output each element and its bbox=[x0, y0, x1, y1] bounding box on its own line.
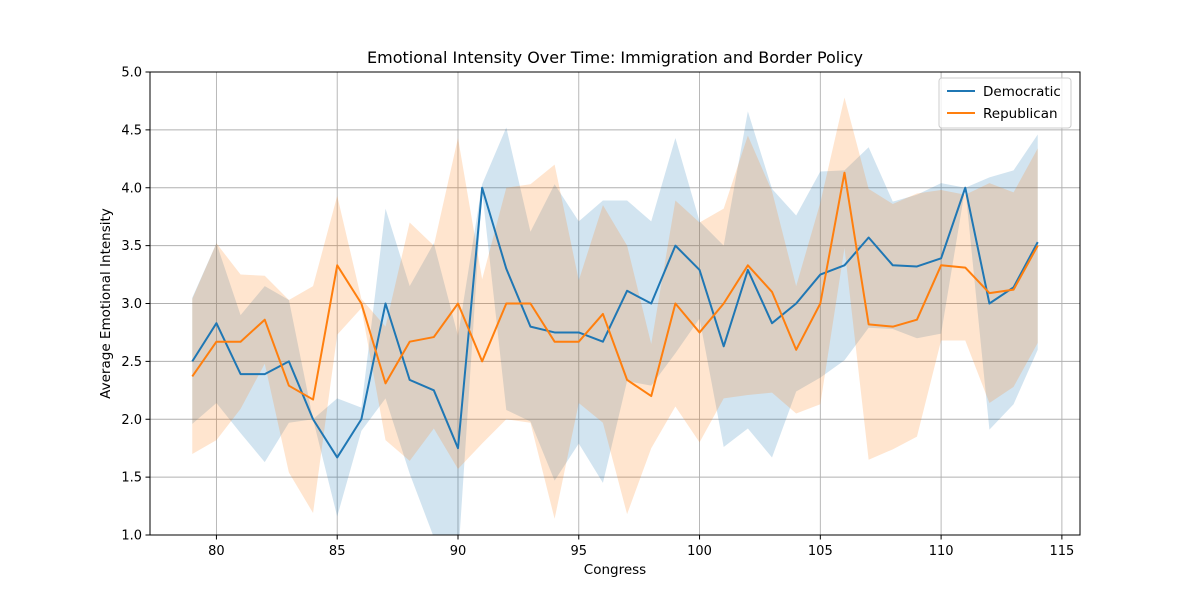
x-tick-label: 115 bbox=[1049, 544, 1074, 559]
series-line-democratic bbox=[191, 186, 1039, 459]
y-tick-label: 5.0 bbox=[121, 66, 142, 81]
y-tick-label: 2.5 bbox=[121, 355, 142, 370]
confidence-bands bbox=[192, 97, 1038, 535]
series-lines bbox=[191, 171, 1039, 459]
y-tick-label: 4.5 bbox=[121, 123, 142, 138]
y-tick-label: 1.0 bbox=[121, 529, 142, 544]
chart-title: Emotional Intensity Over Time: Immigrati… bbox=[367, 48, 863, 67]
axis-ticks: 80 85 90 95 100 105 110 115 1.0 1.5 2.0 2.5 3.0 3.5 4.… bbox=[121, 66, 1074, 560]
series-line-republican bbox=[191, 171, 1039, 401]
x-tick-label: 85 bbox=[329, 544, 346, 559]
x-tick-label: 105 bbox=[808, 544, 833, 559]
y-axis-label: Average Emotional Intensity bbox=[98, 208, 114, 399]
y-tick-label: 4.0 bbox=[121, 181, 142, 196]
legend-label-democratic: Democratic bbox=[983, 84, 1061, 100]
confidence-band-democratic bbox=[192, 111, 1038, 535]
x-tick-label: 80 bbox=[208, 544, 225, 559]
confidence-band-republican bbox=[192, 97, 1038, 519]
legend-label-republican: Republican bbox=[983, 106, 1058, 122]
x-tick-label: 100 bbox=[687, 544, 712, 559]
y-tick-label: 3.5 bbox=[121, 239, 142, 254]
x-tick-label: 110 bbox=[929, 544, 954, 559]
x-tick-label: 90 bbox=[450, 544, 467, 559]
x-tick-label: 95 bbox=[570, 544, 587, 559]
x-axis-label: Congress bbox=[584, 562, 646, 578]
y-tick-label: 1.5 bbox=[121, 471, 142, 486]
y-tick-label: 2.0 bbox=[121, 413, 142, 428]
legend: Democratic Republican bbox=[938, 77, 1072, 129]
y-tick-label: 3.0 bbox=[121, 297, 142, 312]
